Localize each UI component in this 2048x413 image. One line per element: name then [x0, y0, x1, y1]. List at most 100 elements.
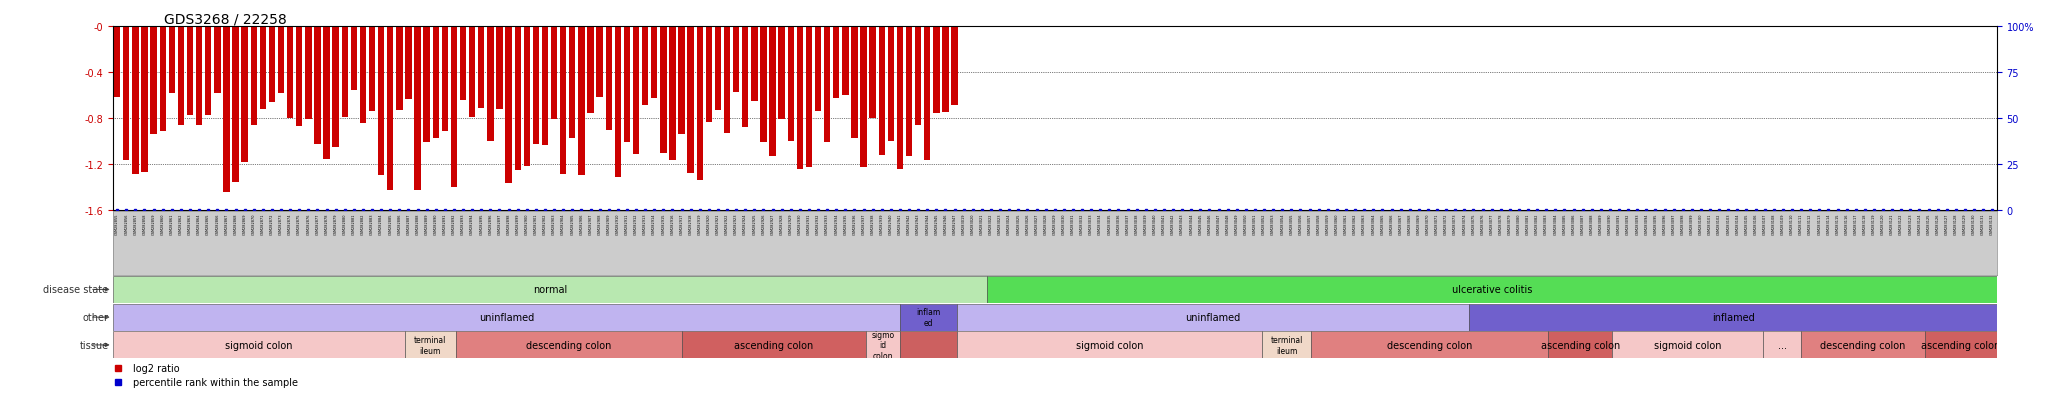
Text: GSM283112: GSM283112	[1808, 214, 1812, 235]
Text: GSM282864: GSM282864	[197, 214, 201, 235]
Text: percentile rank within the sample: percentile rank within the sample	[133, 377, 299, 387]
Bar	[1251, 211, 1257, 338]
Text: GSM283087: GSM283087	[1581, 214, 1585, 235]
Bar	[332, 27, 338, 148]
Text: GSM282898: GSM282898	[506, 214, 510, 235]
Text: descending colon: descending colon	[1386, 340, 1473, 350]
Bar	[1288, 211, 1294, 312]
Text: GSM282943: GSM282943	[915, 214, 920, 235]
Bar	[682, 332, 866, 358]
Text: GSM282857: GSM282857	[133, 214, 137, 235]
Bar	[678, 27, 684, 135]
Bar	[1124, 211, 1130, 350]
Bar	[852, 27, 858, 138]
Bar	[1389, 211, 1395, 286]
Bar	[1425, 211, 1432, 322]
Bar	[969, 211, 977, 259]
Text: GSM282903: GSM282903	[553, 214, 557, 235]
Text: GSM283070: GSM283070	[1425, 214, 1430, 235]
Text: GSM282896: GSM282896	[487, 214, 492, 235]
Text: GSM282945: GSM282945	[934, 214, 938, 235]
Bar	[1352, 211, 1358, 307]
Text: GSM282924: GSM282924	[743, 214, 748, 235]
Bar	[1444, 211, 1450, 282]
Bar	[641, 27, 649, 106]
Bar	[1788, 211, 1796, 244]
Bar	[741, 27, 748, 128]
Text: GSM282899: GSM282899	[516, 214, 520, 235]
Text: GSM282886: GSM282886	[397, 214, 401, 235]
Bar	[842, 27, 848, 96]
Text: GSM283044: GSM283044	[1190, 214, 1194, 235]
Text: GSM283118: GSM283118	[1864, 214, 1868, 235]
Text: GSM283085: GSM283085	[1563, 214, 1567, 235]
Text: GSM282926: GSM282926	[762, 214, 766, 235]
Text: GSM283068: GSM283068	[1407, 214, 1411, 235]
Text: GSM283108: GSM283108	[1772, 214, 1776, 235]
Text: GSM283124: GSM283124	[1917, 214, 1921, 235]
Text: GSM283036: GSM283036	[1116, 214, 1120, 235]
Text: GSM283043: GSM283043	[1180, 214, 1184, 235]
Text: GSM283065: GSM283065	[1380, 214, 1384, 235]
Bar	[815, 27, 821, 112]
Bar	[1935, 211, 1942, 349]
Bar	[1561, 211, 1567, 266]
Bar	[1516, 211, 1522, 286]
Text: GSM282891: GSM282891	[442, 214, 446, 235]
Text: GSM282923: GSM282923	[733, 214, 737, 235]
Bar	[1671, 211, 1677, 261]
Text: GSM283094: GSM283094	[1645, 214, 1649, 235]
Bar	[1325, 211, 1331, 332]
Bar	[1397, 211, 1403, 311]
Text: GSM282907: GSM282907	[588, 214, 592, 235]
Text: GSM282909: GSM282909	[606, 214, 610, 235]
Bar	[1006, 211, 1012, 267]
Text: GSM283097: GSM283097	[1671, 214, 1675, 235]
Bar	[1661, 211, 1667, 381]
Bar	[1061, 211, 1067, 248]
Bar	[1042, 211, 1049, 288]
Text: GSM282861: GSM282861	[170, 214, 174, 235]
Text: GSM282929: GSM282929	[788, 214, 793, 235]
Bar	[1970, 211, 1976, 298]
Bar	[1989, 211, 1995, 366]
Text: GSM283035: GSM283035	[1108, 214, 1112, 235]
Bar	[897, 27, 903, 170]
Bar	[369, 27, 375, 112]
Text: GSM283122: GSM283122	[1898, 214, 1903, 235]
Text: GSM282925: GSM282925	[752, 214, 756, 235]
Text: GSM283062: GSM283062	[1354, 214, 1358, 235]
Text: GSM282883: GSM282883	[371, 214, 375, 235]
Text: GSM283103: GSM283103	[1726, 214, 1731, 235]
Bar	[1980, 211, 1987, 333]
Text: GSM283028: GSM283028	[1044, 214, 1049, 235]
Bar	[1198, 211, 1204, 380]
Bar	[733, 27, 739, 93]
Bar	[424, 27, 430, 142]
Text: GSM282914: GSM282914	[651, 214, 655, 235]
Text: GSM282915: GSM282915	[662, 214, 666, 235]
Text: terminal
ileum: terminal ileum	[1270, 335, 1303, 355]
Bar	[379, 27, 385, 176]
Text: GSM283078: GSM283078	[1499, 214, 1503, 235]
Bar	[1952, 211, 1960, 287]
Bar	[770, 27, 776, 157]
Bar	[532, 27, 539, 145]
Text: GSM282894: GSM282894	[471, 214, 475, 235]
Bar	[205, 27, 211, 116]
Bar	[342, 27, 348, 118]
Text: GSM283019: GSM283019	[963, 214, 967, 235]
Text: GSM282887: GSM282887	[406, 214, 410, 235]
Text: GSM283034: GSM283034	[1098, 214, 1102, 235]
Text: inflam
ed: inflam ed	[915, 308, 940, 327]
Text: GSM282938: GSM282938	[870, 214, 874, 235]
Bar	[670, 27, 676, 161]
Text: GSM283106: GSM283106	[1753, 214, 1757, 235]
Text: GSM282937: GSM282937	[862, 214, 866, 235]
Text: GSM282936: GSM282936	[852, 214, 856, 235]
Text: GSM282916: GSM282916	[670, 214, 674, 235]
Text: GSM282906: GSM282906	[580, 214, 584, 235]
Bar	[956, 332, 1262, 358]
Text: GSM283037: GSM283037	[1126, 214, 1130, 235]
Bar	[1763, 332, 1800, 358]
